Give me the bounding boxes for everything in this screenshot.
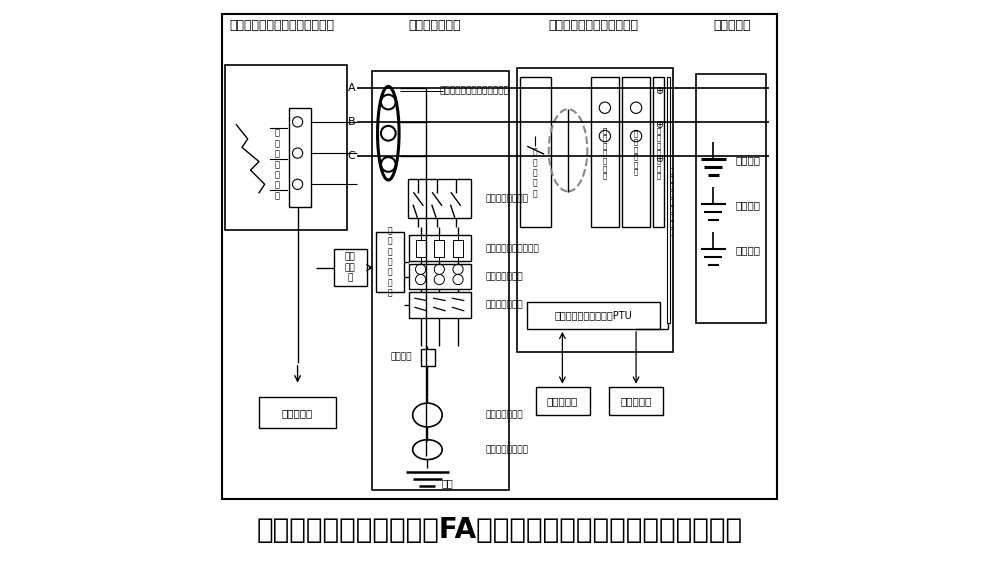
Text: 接地阻抗测量装置: 接地阻抗测量装置 — [486, 445, 529, 454]
Text: B: B — [348, 117, 355, 127]
Bar — [289, 108, 311, 207]
Text: 零序电压互感器: 零序电压互感器 — [486, 272, 523, 281]
Text: 持续接地: 持续接地 — [735, 155, 760, 165]
Bar — [409, 292, 471, 318]
Bar — [591, 77, 619, 227]
Bar — [536, 387, 590, 415]
Text: 三相真空接触器: 三相真空接触器 — [486, 301, 523, 310]
Text: 三相电流和零序电流互感器组: 三相电流和零序电流互感器组 — [440, 86, 509, 95]
Text: ⊕: ⊕ — [655, 154, 663, 164]
Text: ⊕: ⊕ — [655, 86, 663, 96]
Text: 串联电阻: 串联电阻 — [391, 353, 412, 362]
Text: 线路接地点: 线路接地点 — [714, 19, 751, 32]
Bar — [334, 249, 367, 286]
Bar — [696, 74, 766, 323]
Bar — [222, 14, 777, 499]
Text: 三
电
流
互
感
器: 三 电 流 互 感 器 — [634, 131, 638, 175]
Text: 弧光接地: 弧光接地 — [735, 246, 760, 256]
Bar — [527, 302, 660, 329]
Text: 一二次融合特征波保护PTU: 一二次融合特征波保护PTU — [555, 310, 632, 320]
Bar — [408, 179, 471, 218]
Text: 变电站变压器和零序电压互感器: 变电站变压器和零序电压互感器 — [229, 19, 334, 32]
Text: ⊕: ⊕ — [655, 120, 663, 130]
Bar — [653, 77, 664, 227]
Text: 大地: 大地 — [442, 478, 453, 488]
Text: 电源和测量电压互感器: 电源和测量电压互感器 — [486, 244, 540, 253]
Text: 真
空
断
路
器: 真 空 断 路 器 — [533, 147, 537, 198]
Bar — [421, 349, 435, 366]
Bar — [520, 77, 551, 227]
Bar — [376, 232, 404, 292]
Text: 自动化主站: 自动化主站 — [620, 396, 652, 406]
Text: 自动化主站: 自动化主站 — [547, 396, 578, 406]
Text: 零
序
电
压
互
感
器: 零 序 电 压 互 感 器 — [275, 129, 280, 200]
Text: 基于无线通讯主站集中型FA判定和隔离单相接地故障一次系统图: 基于无线通讯主站集中型FA判定和隔离单相接地故障一次系统图 — [256, 516, 742, 544]
Text: 脉冲接地: 脉冲接地 — [735, 200, 760, 210]
Text: 特
征
波
控
制
装
置: 特 征 波 控 制 装 置 — [388, 226, 392, 298]
Text: 一二次融合智能真空断路器: 一二次融合智能真空断路器 — [549, 19, 639, 32]
Text: 接地电流互感器: 接地电流互感器 — [486, 411, 523, 420]
Bar — [453, 240, 463, 257]
Bar — [622, 77, 650, 227]
Text: 零
序
电
压
互
感
器: 零 序 电 压 互 感 器 — [657, 127, 661, 179]
Bar — [409, 235, 471, 261]
Text: C: C — [348, 151, 355, 161]
Bar — [609, 387, 663, 415]
Text: 特征波注入装置: 特征波注入装置 — [409, 19, 461, 32]
Bar — [517, 68, 673, 352]
Bar — [225, 65, 347, 230]
Bar — [259, 397, 336, 428]
Text: 零
序
电
流
互
感
器: 零 序 电 流 互 感 器 — [603, 127, 607, 179]
Text: 三相跌落熔断开关: 三相跌落熔断开关 — [486, 194, 529, 203]
Bar — [372, 71, 509, 490]
Text: 自动
化主
站: 自动 化主 站 — [345, 253, 356, 282]
Bar — [416, 240, 426, 257]
Bar — [667, 77, 670, 323]
Text: 自动化主站: 自动化主站 — [282, 408, 313, 418]
Bar — [409, 264, 471, 289]
Bar — [434, 240, 444, 257]
Text: 故
障
指
示
器
接
地
信
号: 故 障 指 示 器 接 地 信 号 — [670, 167, 674, 235]
Text: A: A — [348, 83, 355, 93]
